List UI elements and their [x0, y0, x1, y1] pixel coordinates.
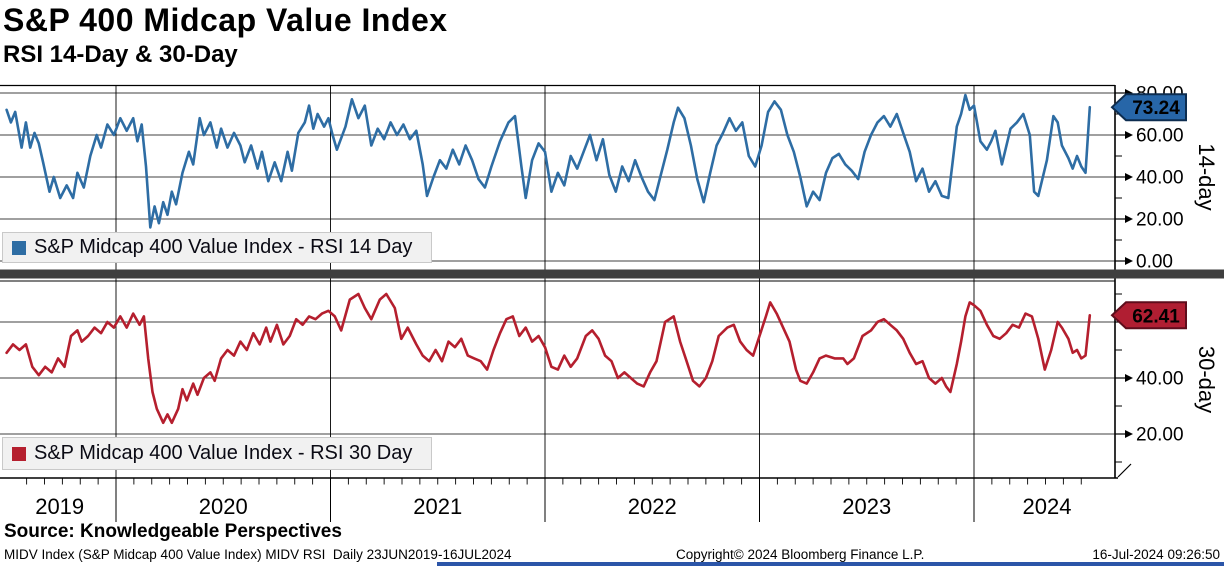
- series-line-rsi30: [5, 292, 1092, 425]
- chart-subtitle: RSI 14-Day & 30-Day: [3, 41, 238, 68]
- y-tick-label: 40.00: [1136, 168, 1184, 189]
- y-tick-label: 20.00: [1136, 210, 1184, 231]
- y-tick-label: 60.00: [1136, 126, 1184, 147]
- axis-end-diagonal: [1117, 463, 1132, 478]
- footer-timestamp: 16-Jul-2024 09:26:50: [1092, 547, 1220, 562]
- y-tick-arrow-icon: [1125, 131, 1133, 139]
- y-tick-arrow-icon: [1125, 257, 1133, 265]
- year-label: 2023: [842, 494, 891, 519]
- bottom-scrollbar: [437, 562, 1224, 566]
- panel-separator: [0, 269, 1224, 279]
- legend-swatch-rsi-14-icon: [12, 240, 26, 255]
- last-value-badge-rsi30: [1110, 301, 1187, 330]
- y-tick-label: 0.00: [1136, 252, 1173, 273]
- y-tick-arrow-icon: [1125, 173, 1133, 181]
- year-label: 2021: [413, 494, 462, 519]
- y-tick-label: 20.00: [1136, 425, 1184, 446]
- legend-rsi-14-day: S&P Midcap 400 Value Index - RSI 14 Day: [2, 232, 432, 263]
- year-label: 2020: [199, 494, 248, 519]
- series-line-rsi14: [5, 93, 1092, 229]
- legend-swatch-rsi-30-icon: [12, 446, 26, 461]
- source-line: Source: Knowledgeable Perspectives: [4, 521, 342, 542]
- year-label: 2019: [35, 494, 84, 519]
- panel-axis-title-rsi30: 30-day: [1194, 346, 1219, 413]
- page-title: S&P 400 Midcap Value Index: [3, 2, 448, 38]
- footer-ticker-info: MIDV Index (S&P Midcap 400 Value Index) …: [4, 547, 512, 562]
- panel-axis-title-rsi14: 14-day: [1194, 143, 1219, 210]
- y-tick-arrow-icon: [1125, 374, 1133, 382]
- footer-copyright: Copyright© 2024 Bloomberg Finance L.P.: [676, 547, 925, 562]
- last-value-badge-label: 62.41: [1132, 306, 1180, 327]
- y-tick-arrow-icon: [1125, 215, 1133, 223]
- legend-rsi-30-day: S&P Midcap 400 Value Index - RSI 30 Day: [2, 437, 432, 470]
- year-label: 2024: [1023, 494, 1072, 519]
- legend-label-rsi-30: S&P Midcap 400 Value Index - RSI 30 Day: [34, 442, 413, 464]
- last-value-badge-rsi14: [1110, 93, 1187, 122]
- year-label: 2022: [628, 494, 677, 519]
- y-tick-arrow-icon: [1125, 430, 1133, 438]
- legend-label-rsi-14: S&P Midcap 400 Value Index - RSI 14 Day: [34, 236, 413, 258]
- y-tick-label: 40.00: [1136, 369, 1184, 390]
- last-value-badge-label: 73.24: [1132, 98, 1180, 119]
